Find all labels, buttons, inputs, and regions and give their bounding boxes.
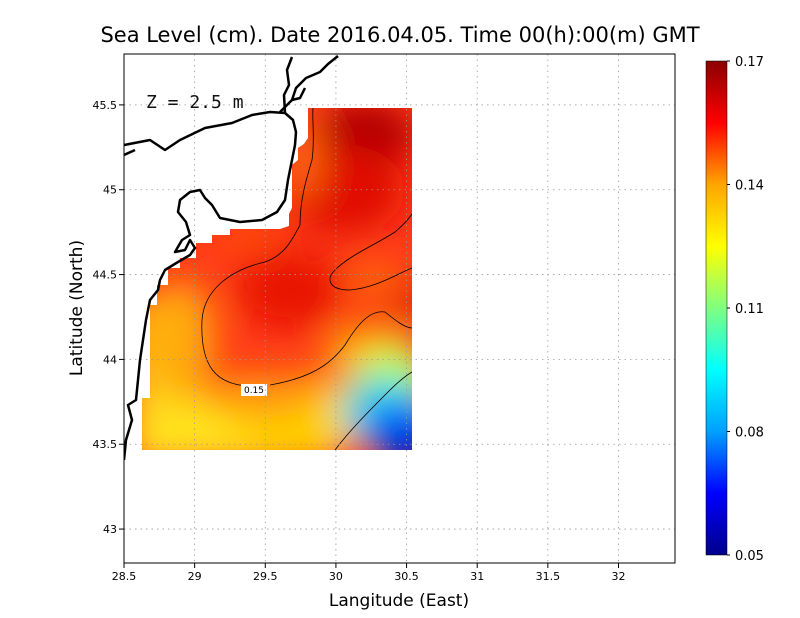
y-tick-label: 43.5: [93, 438, 118, 451]
y-axis-label: Latitude (North): [67, 240, 87, 376]
x-tick-label: 31: [470, 570, 484, 583]
chart-title: Sea Level (cm). Date 2016.04.05. Time 00…: [100, 23, 699, 47]
colorbar-tick-label: 0.11: [735, 302, 764, 317]
y-tick-label: 45.5: [93, 99, 118, 112]
contour-line: [329, 213, 412, 291]
contour-line: [269, 311, 412, 386]
colorbar-tick-label: 0.05: [735, 549, 764, 564]
grid-lines: [124, 54, 675, 563]
y-tick-label: 45: [103, 184, 117, 197]
y-tick-label: 43: [103, 523, 117, 536]
colorbar-tick-label: 0.08: [735, 426, 764, 441]
colorbar-tick-label: 0.17: [735, 55, 764, 70]
x-tick-label: 30.5: [394, 570, 419, 583]
x-tick-label: 32: [611, 570, 625, 583]
coastline: [124, 55, 339, 461]
svg-text:0.15: 0.15: [244, 386, 264, 396]
colorbar-ticks: 0.05 0.08 0.11 0.14 0.17: [727, 55, 764, 564]
sea-level-field: [142, 108, 412, 450]
y-tick-label: 44.5: [93, 269, 118, 282]
x-axis-ticks: 28.5 29 29.5 30 30.5 31 31.5 32: [112, 563, 625, 583]
colorbar-tick-label: 0.14: [735, 179, 764, 194]
x-tick-label: 28.5: [112, 570, 137, 583]
plot-frame: [123, 53, 676, 564]
x-tick-label: 29: [188, 570, 202, 583]
x-tick-label: 29.5: [253, 570, 278, 583]
y-tick-label: 44: [103, 353, 117, 366]
y-axis-ticks: 43 43.5 44 44.5 45 45.5: [93, 99, 124, 536]
colorbar: [705, 60, 728, 556]
x-axis-label: Langitude (East): [329, 591, 469, 611]
contour-line: [201, 108, 314, 387]
x-tick-label: 30: [329, 570, 343, 583]
contour-line: [334, 371, 412, 450]
x-tick-label: 31.5: [536, 570, 561, 583]
depth-annotation: Z = 2.5 m: [146, 92, 244, 113]
contour-label: 0.15: [241, 384, 267, 396]
